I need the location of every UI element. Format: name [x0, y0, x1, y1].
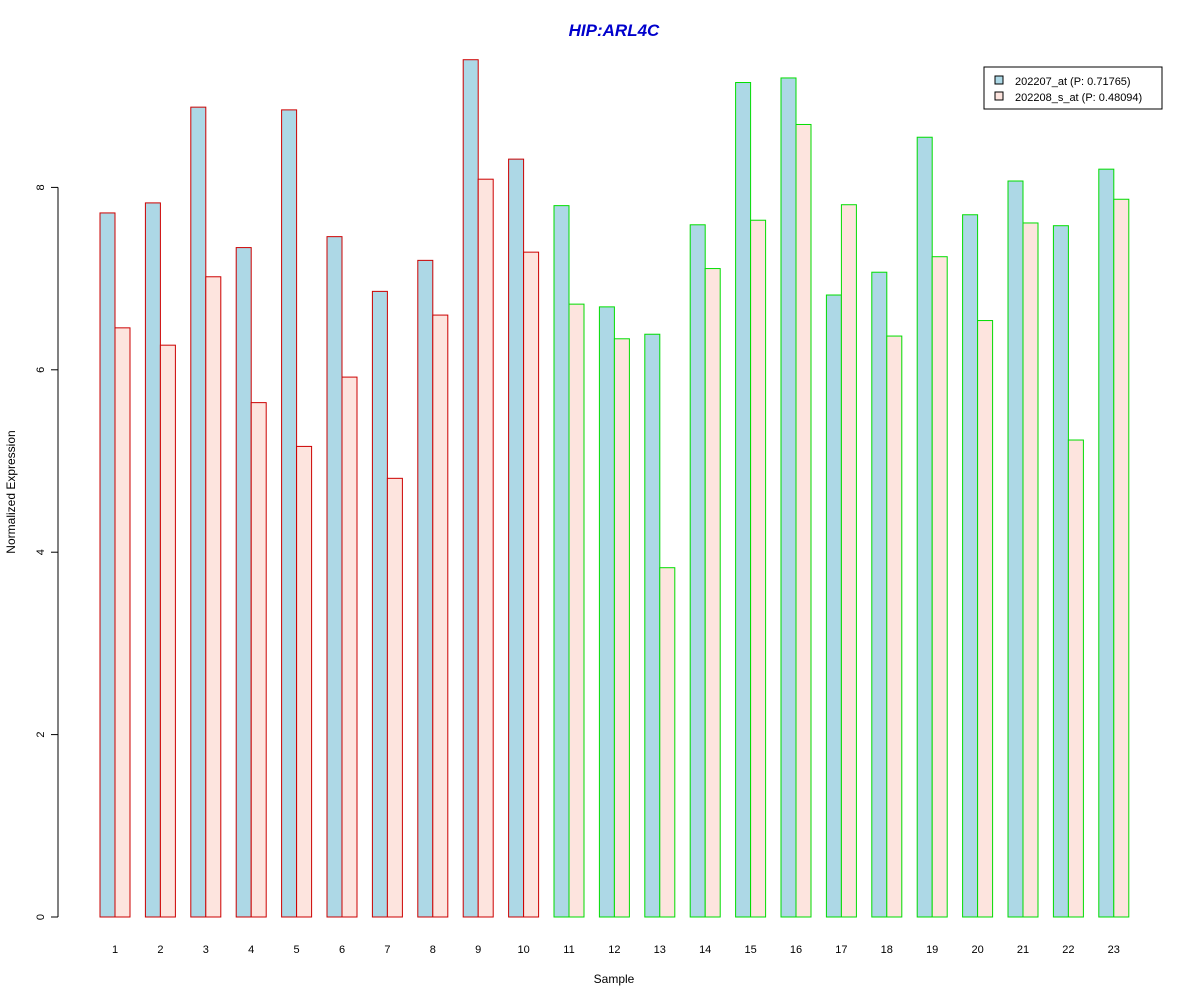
- x-tick-label: 4: [248, 944, 254, 956]
- bar-series-2: [1022, 222, 1039, 918]
- x-tick-label: 22: [1062, 944, 1074, 956]
- bar-series-2: [114, 327, 131, 918]
- x-tick-label: 5: [294, 944, 300, 956]
- legend-swatch-2: [994, 91, 1004, 101]
- x-tick-label: 9: [475, 944, 481, 956]
- bar-series-1: [281, 109, 298, 918]
- bar-series-2: [568, 303, 585, 918]
- bar-series-2: [432, 314, 449, 918]
- bar-series-2: [840, 204, 857, 918]
- x-tick-labels: 1 2 3 4 5 6 7 8 9 10 11 12 13 14 15 16 17 18 19 20 21 22 23: [112, 944, 1120, 956]
- bar-series-2: [1067, 439, 1084, 918]
- bar-series-1: [644, 333, 661, 918]
- bar-series-1: [871, 271, 888, 918]
- bar-series-2: [977, 320, 994, 918]
- y-axis-label: Normalized Expression: [4, 430, 18, 553]
- bar-series-1: [99, 212, 116, 918]
- x-tick-label: 12: [608, 944, 620, 956]
- bars-group: [99, 59, 1130, 918]
- bar-series-1: [553, 205, 570, 918]
- legend: 202207_at (P: 0.71765) 202208_s_at (P: 0…: [983, 66, 1163, 110]
- x-tick-label: 10: [517, 944, 529, 956]
- bar-series-1: [462, 59, 479, 918]
- x-tick-label: 8: [430, 944, 436, 956]
- y-tick-label: 2: [35, 732, 47, 738]
- bar-series-1: [598, 306, 615, 918]
- legend-label-2: 202208_s_at (P: 0.48094): [1015, 92, 1142, 104]
- bar-series-2: [613, 338, 630, 918]
- x-tick-label: 7: [384, 944, 390, 956]
- bar-series-1: [825, 294, 842, 918]
- y-tick-label: 6: [35, 367, 47, 373]
- bar-series-1: [417, 259, 434, 918]
- bar-series-2: [296, 445, 313, 918]
- y-tick-label: 8: [35, 184, 47, 190]
- bar-series-1: [1098, 168, 1115, 918]
- y-axis: 0 2 4 6 8: [35, 184, 59, 920]
- legend-box: [983, 66, 1163, 110]
- legend-swatch-1: [994, 75, 1004, 85]
- legend-label-1: 202207_at (P: 0.71765): [1015, 76, 1131, 88]
- bar-series-2: [1113, 198, 1130, 918]
- x-tick-label: 3: [203, 944, 209, 956]
- bar-series-2: [205, 276, 222, 918]
- x-tick-label: 2: [157, 944, 163, 956]
- bar-series-1: [190, 106, 207, 918]
- bar-series-1: [1052, 225, 1069, 918]
- bar-series-2: [250, 402, 267, 918]
- x-tick-label: 18: [881, 944, 893, 956]
- bar-series-1: [916, 136, 933, 918]
- bar-series-1: [1007, 180, 1024, 918]
- x-tick-label: 21: [1017, 944, 1029, 956]
- x-tick-label: 20: [971, 944, 983, 956]
- bar-series-1: [144, 202, 161, 918]
- y-tick-label: 4: [35, 549, 47, 555]
- bar-series-1: [326, 236, 343, 918]
- x-axis-label: Sample: [594, 972, 635, 986]
- chart-title: HIP:ARL4C: [569, 21, 660, 40]
- bar-series-2: [886, 335, 903, 918]
- y-tick-label: 0: [35, 914, 47, 920]
- x-tick-label: 13: [654, 944, 666, 956]
- bar-series-2: [341, 376, 358, 918]
- bar-series-1: [780, 77, 797, 918]
- bar-series-2: [704, 268, 721, 918]
- bar-series-1: [962, 214, 979, 918]
- x-tick-label: 19: [926, 944, 938, 956]
- x-tick-label: 6: [339, 944, 345, 956]
- bar-series-2: [477, 178, 494, 918]
- x-tick-label: 15: [744, 944, 756, 956]
- x-tick-label: 1: [112, 944, 118, 956]
- bar-series-2: [159, 344, 176, 918]
- bar-series-1: [508, 158, 525, 918]
- bar-series-1: [689, 224, 706, 918]
- x-tick-label: 16: [790, 944, 802, 956]
- x-tick-label: 14: [699, 944, 711, 956]
- bar-series-1: [735, 82, 752, 918]
- bar-series-2: [659, 567, 676, 918]
- bar-series-2: [386, 477, 403, 918]
- bar-series-1: [235, 247, 252, 918]
- x-tick-label: 23: [1108, 944, 1120, 956]
- bar-series-2: [750, 219, 767, 918]
- x-tick-label: 11: [563, 944, 574, 956]
- bar-series-2: [795, 123, 812, 918]
- bar-series-2: [931, 256, 948, 918]
- bar-series-2: [523, 251, 540, 918]
- bar-series-1: [371, 290, 388, 918]
- x-tick-label: 17: [835, 944, 847, 956]
